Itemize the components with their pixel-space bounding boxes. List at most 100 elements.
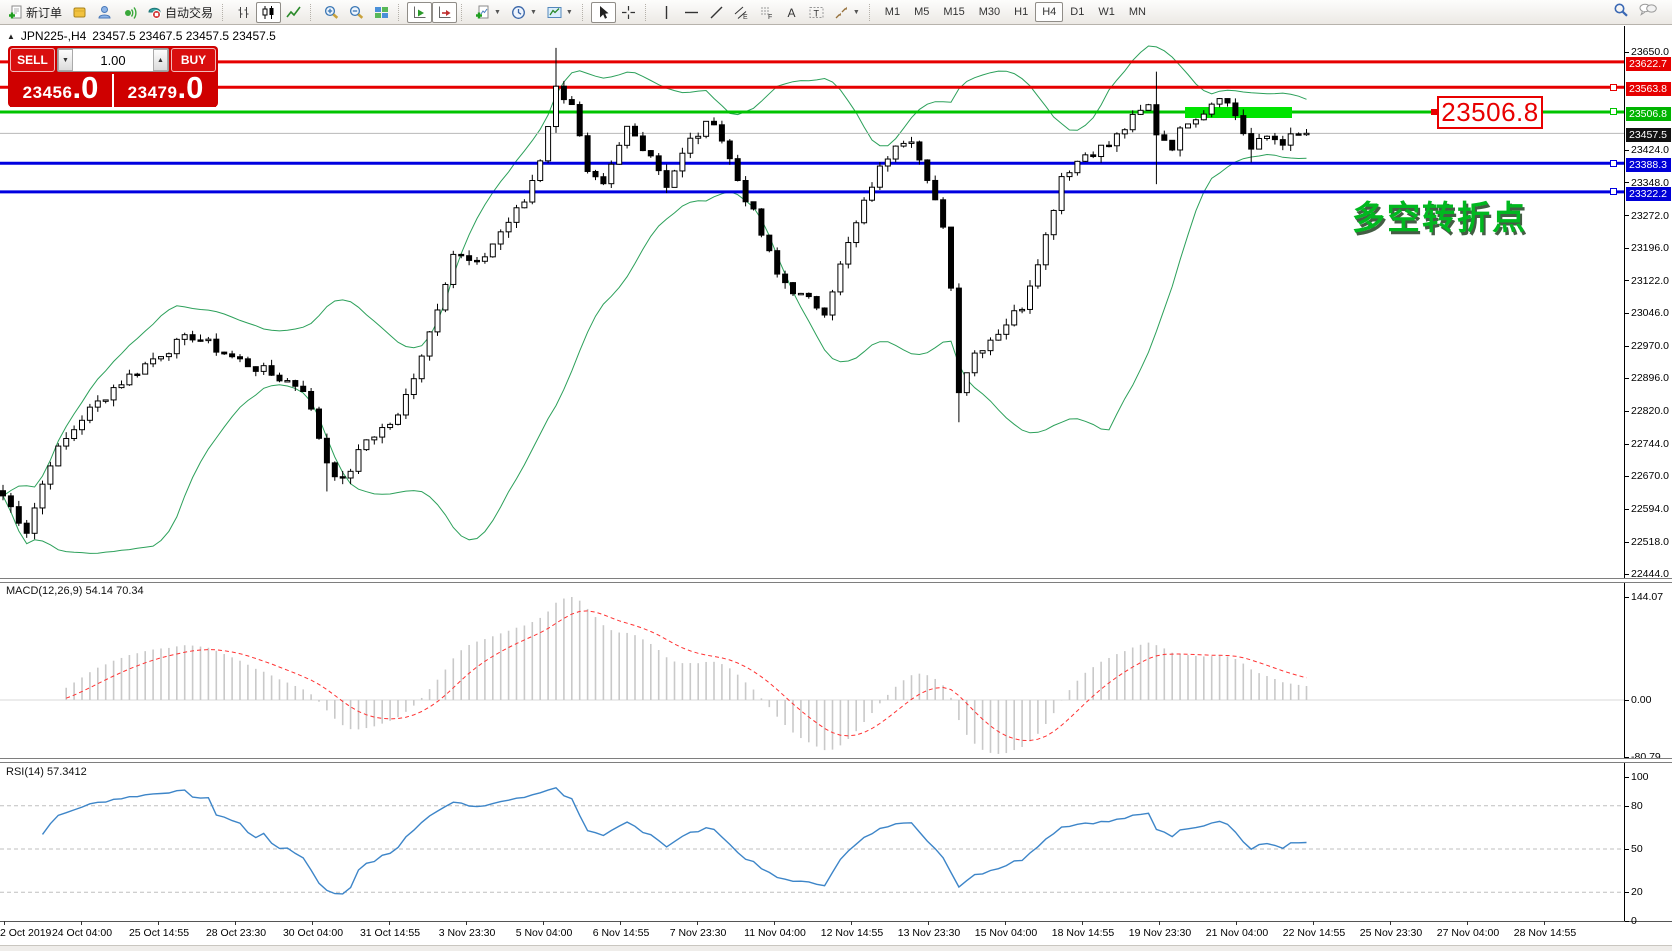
dropdown-arrow-icon[interactable]: ▼ [494,8,501,16]
bottom-strip [0,945,1672,951]
bars-chart-button[interactable] [231,2,256,23]
time-tick [389,921,390,925]
timeframe-h4[interactable]: H4 [1035,2,1064,22]
crosshair-button[interactable] [616,2,641,23]
clock-button[interactable]: ▼ [506,2,542,23]
price-axis[interactable]: 23650.0 23424.0 23348.0 23272.0 23196.0 23122… [1625,26,1672,927]
timeframe-m5[interactable]: M5 [914,6,930,18]
timeframe-d1[interactable]: D1 [1070,6,1085,18]
horizontal-line-button[interactable] [679,2,704,23]
bid-price[interactable]: 23456.0 [10,72,111,107]
svg-text:E: E [743,14,748,20]
sell-button[interactable]: SELL [10,48,55,72]
volume-down-button[interactable]: ▼ [58,49,73,71]
line-drag-handle[interactable] [1610,159,1617,167]
zoom-in-button[interactable] [319,2,344,23]
price-chart[interactable] [0,26,1624,579]
axis-tick-label: 23272.0 [1625,210,1669,222]
chart-title: ▲ JPN225-,H4 23457.5 23467.5 23457.5 234… [7,29,276,43]
highlight-bar[interactable] [1185,107,1292,118]
timeframe-w1[interactable]: W1 [1098,6,1115,18]
vertical-line-button[interactable] [654,2,679,23]
line-drag-handle[interactable] [1610,108,1617,116]
time-label: 13 Nov 23:30 [897,927,961,939]
timeframe-h1[interactable]: H1 [1014,6,1029,18]
rsi-line [41,787,1307,895]
autotrade-button[interactable]: 自动交易 [142,2,218,23]
toolbar-group: E F A T ▼ [654,0,865,24]
axis-tick-label: 22444.0 [1625,568,1669,580]
axis-tick-label: 23122.0 [1625,275,1669,287]
timeframe-m1[interactable]: M1 [884,6,901,18]
search-icon[interactable] [1613,2,1629,23]
profile-icon [97,5,112,20]
dropdown-arrow-icon[interactable]: ▼ [529,8,537,16]
one-click-toggle-icon[interactable]: ▲ [7,31,15,41]
time-label: 7 Nov 23:30 [669,927,727,939]
tile-windows-button[interactable] [369,2,394,23]
axis-tick-label: 80 [1625,800,1643,812]
ask-price[interactable]: 23479.0 [115,72,216,107]
line-chart-button[interactable] [281,2,306,23]
chat-icon[interactable] [1639,2,1657,22]
text-button[interactable]: A [779,2,804,23]
buy-button[interactable]: BUY [171,48,216,72]
volume-field[interactable]: 1.00 [73,49,153,71]
signal-button[interactable] [117,2,142,23]
rsi-splitter[interactable] [0,758,1672,763]
text-label-button[interactable]: T [804,2,829,23]
cursor-icon [596,5,611,20]
chart-shift-button[interactable] [432,1,458,23]
level-callout-textbox[interactable]: 23506.8 [1437,96,1543,129]
macd-panel[interactable] [0,583,1624,759]
toolbar-separator [222,3,228,21]
channel-button[interactable]: E [729,2,754,23]
new-order-button[interactable]: 新订单 [3,2,67,23]
candle-chart-button[interactable] [256,1,282,23]
time-label: 28 Nov 14:55 [1513,927,1577,939]
price-axis-line [1624,26,1625,921]
annotation-text[interactable]: 多空转折点 [1352,199,1527,236]
tile-windows-icon [374,5,389,20]
price-tag: 23622.7 [1626,56,1671,71]
time-label: 24 Oct 04:00 [51,927,113,939]
macd-splitter[interactable] [0,578,1672,583]
new-order-icon [8,5,23,20]
one-click-trade-panel: SELL ▼ 1.00 ▲ BUY 23456.0 23479.0 [8,46,218,107]
arrows-button[interactable]: ▼ [829,2,865,23]
fibonacci-button[interactable]: F [754,2,779,23]
new-chart-button[interactable]: ▼ [470,2,506,23]
auto-scroll-button[interactable] [407,1,433,23]
time-tick [697,921,698,925]
axis-tick-label: 0.00 [1625,694,1651,706]
callout-anchor-handle[interactable] [1431,109,1437,115]
volume-up-button[interactable]: ▲ [153,49,168,71]
ohlc-values: 23457.5 23467.5 23457.5 23457.5 [92,29,276,43]
signal-icon [122,5,137,20]
line-drag-handle[interactable] [1610,83,1617,91]
timeframe-m15[interactable]: M15 [943,6,965,18]
timeframe-m30[interactable]: M30 [978,6,1001,18]
template-button[interactable]: ▼ [542,2,578,23]
toolbar-group: ▼ ▼ ▼ [470,0,578,24]
time-label: 18 Nov 14:55 [1051,927,1115,939]
time-label: 3 Nov 23:30 [438,927,496,939]
dropdown-arrow-icon[interactable]: ▼ [565,8,573,16]
time-tick [1005,921,1006,925]
clock-icon [511,5,526,20]
rsi-panel[interactable] [0,763,1624,921]
axis-tick-label: 22970.0 [1625,340,1669,352]
cursor-button[interactable] [590,1,616,23]
time-tick [620,921,621,925]
time-label: 12 Nov 14:55 [820,927,884,939]
line-drag-handle[interactable] [1610,188,1617,196]
fibonacci-icon: F [759,5,774,20]
horizontal-line-icon [684,5,699,20]
zoom-out-button[interactable] [344,2,369,23]
book-button[interactable] [67,2,92,23]
trend-line-button[interactable] [704,2,729,23]
dropdown-arrow-icon[interactable]: ▼ [852,8,860,16]
timeframe-mn[interactable]: MN [1128,6,1146,18]
profile-button[interactable] [92,2,117,23]
